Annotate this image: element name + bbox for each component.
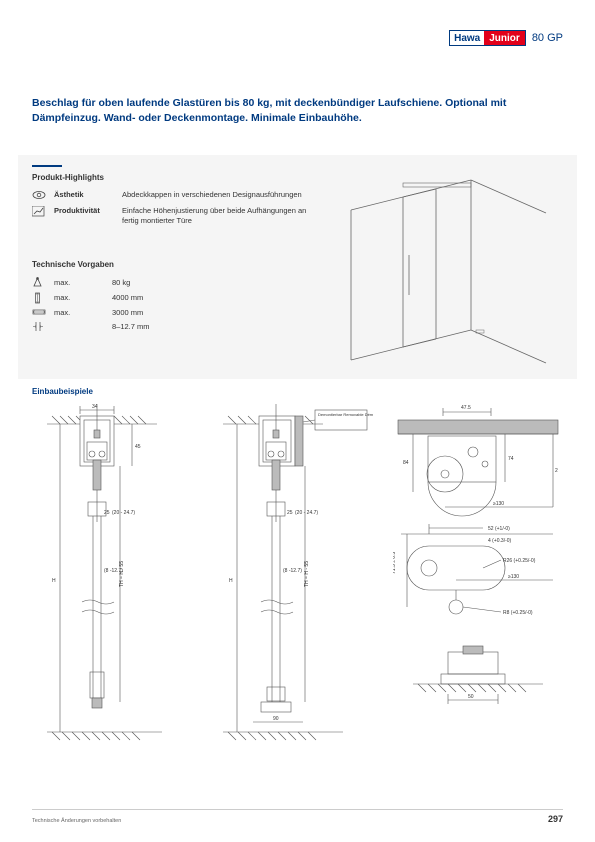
dim-label: 52 (+1/-0) (488, 526, 510, 532)
highlight-label: Ästhetik (54, 190, 114, 199)
dim-label: 84 (403, 460, 409, 466)
highlight-row: Produktivität Einfache Höhenjustierung ü… (32, 206, 321, 226)
spec-value: 80 kg (112, 278, 130, 287)
dim-label: ≥130 (493, 501, 504, 507)
model-label: 80 GP (532, 32, 563, 44)
dim-label: R8 (+0.25/-0) (503, 610, 533, 616)
dim-label: ≥130 (508, 574, 519, 580)
note-label: Demontierbar Removable Démontable (318, 412, 373, 417)
dim-label: 90 (273, 716, 279, 722)
dim-label: (20 - 24.7) (295, 510, 318, 516)
spec-value: 8–12.7 mm (112, 322, 150, 331)
diagram-section-1: 34 45 25 ( (32, 402, 201, 742)
diagrams-row: 34 45 25 ( (32, 402, 563, 742)
footer: Technische Änderungen vorbehalten 297 (32, 809, 563, 824)
width-icon (32, 308, 46, 316)
dim-label: 50 (468, 694, 474, 700)
brand-junior: Junior (484, 31, 525, 45)
eye-icon (32, 190, 46, 200)
dim-label: 4 (+0.3/-0) (488, 538, 512, 544)
dim-label: TH = H - 55 (119, 561, 125, 587)
page-number: 297 (548, 814, 563, 824)
highlight-text: Einfache Höhenjustierung über beide Aufh… (122, 206, 321, 226)
dim-label: 71.5 ± 0.5 (393, 552, 397, 574)
dim-label: 25 (287, 510, 293, 516)
brand-badge: Hawa Junior (449, 30, 526, 46)
spec-row: max. 4000 mm (32, 292, 321, 304)
highlight-text: Abdeckkappen in verschiedenen Designausf… (122, 190, 321, 200)
header: Hawa Junior 80 GP (32, 30, 563, 46)
dim-label: 74 (508, 456, 514, 462)
headline: Beschlag für oben laufende Glastüren bis… (32, 96, 563, 125)
dim-label: 25 (104, 510, 110, 516)
divider (32, 165, 62, 167)
spec-row: max. 3000 mm (32, 308, 321, 317)
spec-value: 4000 mm (112, 293, 143, 302)
spec-row: max. 80 kg (32, 277, 321, 288)
info-band: Produkt-Highlights Ästhetik Abdeckkappen… (18, 155, 577, 379)
room-illustration (341, 165, 563, 365)
thickness-icon (32, 321, 46, 332)
height-icon (32, 292, 46, 304)
highlight-label: Produktivität (54, 206, 114, 215)
spec-label: max. (54, 278, 104, 287)
spec-value: 3000 mm (112, 308, 143, 317)
specs-title: Technische Vorgaben (32, 260, 321, 269)
spec-row: 8–12.7 mm (32, 321, 321, 332)
dim-label: 45 (135, 444, 141, 450)
diagram-detail-column: 47.5 84 74 ≥130 2 (393, 402, 563, 742)
diagram-section-2: Demontierbar Removable Démontable 25 (213, 402, 382, 742)
dim-label: H (52, 578, 56, 584)
dim-label: TH = H - 55 (304, 561, 310, 587)
dim-label: (8 -12.7) (283, 568, 302, 574)
chart-icon (32, 206, 46, 217)
dim-label: (20 - 24.7) (112, 510, 135, 516)
spec-label: max. (54, 308, 104, 317)
weight-icon (32, 277, 46, 288)
brand-hawa: Hawa (450, 31, 484, 45)
spec-label: max. (54, 293, 104, 302)
dim-label: 47.5 (461, 405, 471, 411)
dim-label: 2 (555, 468, 558, 474)
footer-note: Technische Änderungen vorbehalten (32, 818, 121, 824)
dim-label: H (229, 578, 233, 584)
highlights-title: Produkt-Highlights (32, 173, 321, 182)
einbau-title: Einbaubeispiele (32, 387, 563, 396)
highlight-row: Ästhetik Abdeckkappen in verschiedenen D… (32, 190, 321, 200)
dim-label: R26 (+0.25/-0) (503, 558, 536, 564)
